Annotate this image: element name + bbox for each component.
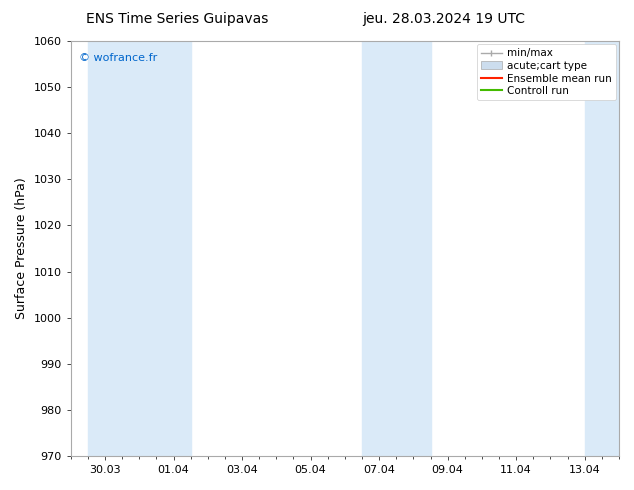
- Bar: [139, 41, 191, 456]
- Bar: [362, 41, 396, 456]
- Legend: min/max, acute;cart type, Ensemble mean run, Controll run: min/max, acute;cart type, Ensemble mean …: [477, 44, 616, 100]
- Y-axis label: Surface Pressure (hPa): Surface Pressure (hPa): [15, 178, 28, 319]
- Bar: [88, 41, 139, 456]
- Bar: [396, 41, 430, 456]
- Text: ENS Time Series Guipavas: ENS Time Series Guipavas: [86, 12, 269, 26]
- Text: jeu. 28.03.2024 19 UTC: jeu. 28.03.2024 19 UTC: [362, 12, 526, 26]
- Bar: [585, 41, 619, 456]
- Text: © wofrance.fr: © wofrance.fr: [79, 53, 157, 64]
